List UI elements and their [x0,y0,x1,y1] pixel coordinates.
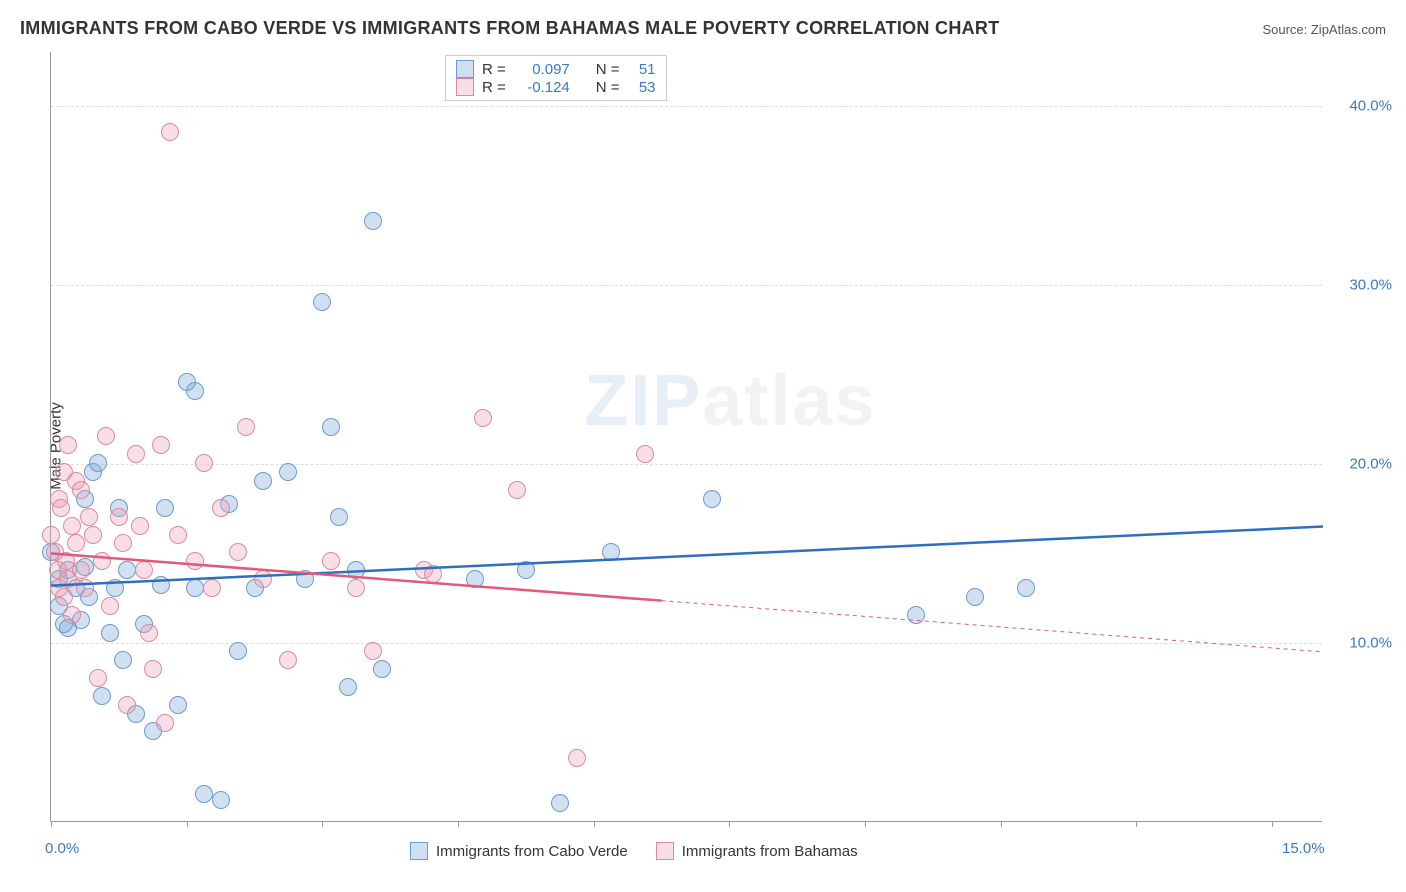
legend-row: R = 0.097 N = 51 [456,60,656,78]
legend-row: R = -0.124 N = 53 [456,78,656,96]
r-label: R = [482,79,506,96]
r-label: R = [482,61,506,78]
legend-item: Immigrants from Cabo Verde [410,842,628,860]
y-tick-label: 30.0% [1349,276,1392,293]
legend-swatch [410,842,428,860]
chart-title: IMMIGRANTS FROM CABO VERDE VS IMMIGRANTS… [20,18,1000,39]
n-value: 51 [628,61,656,78]
series-name: Immigrants from Cabo Verde [436,843,628,860]
legend-swatch [656,842,674,860]
n-label: N = [596,79,620,96]
series-legend: Immigrants from Cabo Verde Immigrants fro… [410,842,858,860]
y-tick-label: 20.0% [1349,455,1392,472]
n-value: 53 [628,79,656,96]
y-tick-label: 10.0% [1349,634,1392,651]
series-name: Immigrants from Bahamas [682,843,858,860]
x-axis-min-label: 0.0% [45,840,79,857]
x-axis-max-label: 15.0% [1282,840,1325,857]
r-value: -0.124 [514,79,570,96]
r-value: 0.097 [514,61,570,78]
legend-swatch [456,60,474,78]
y-tick-label: 40.0% [1349,97,1392,114]
n-label: N = [596,61,620,78]
trend-lines [51,52,1323,822]
source-name: ZipAtlas.com [1311,22,1386,37]
source-credit: Source: ZipAtlas.com [1262,22,1386,37]
correlation-legend: R = 0.097 N = 51 R = -0.124 N = 53 [445,55,667,101]
legend-item: Immigrants from Bahamas [656,842,858,860]
legend-swatch [456,78,474,96]
source-prefix: Source: [1262,22,1310,37]
scatter-plot-area: 10.0%20.0%30.0%40.0% [50,52,1322,822]
